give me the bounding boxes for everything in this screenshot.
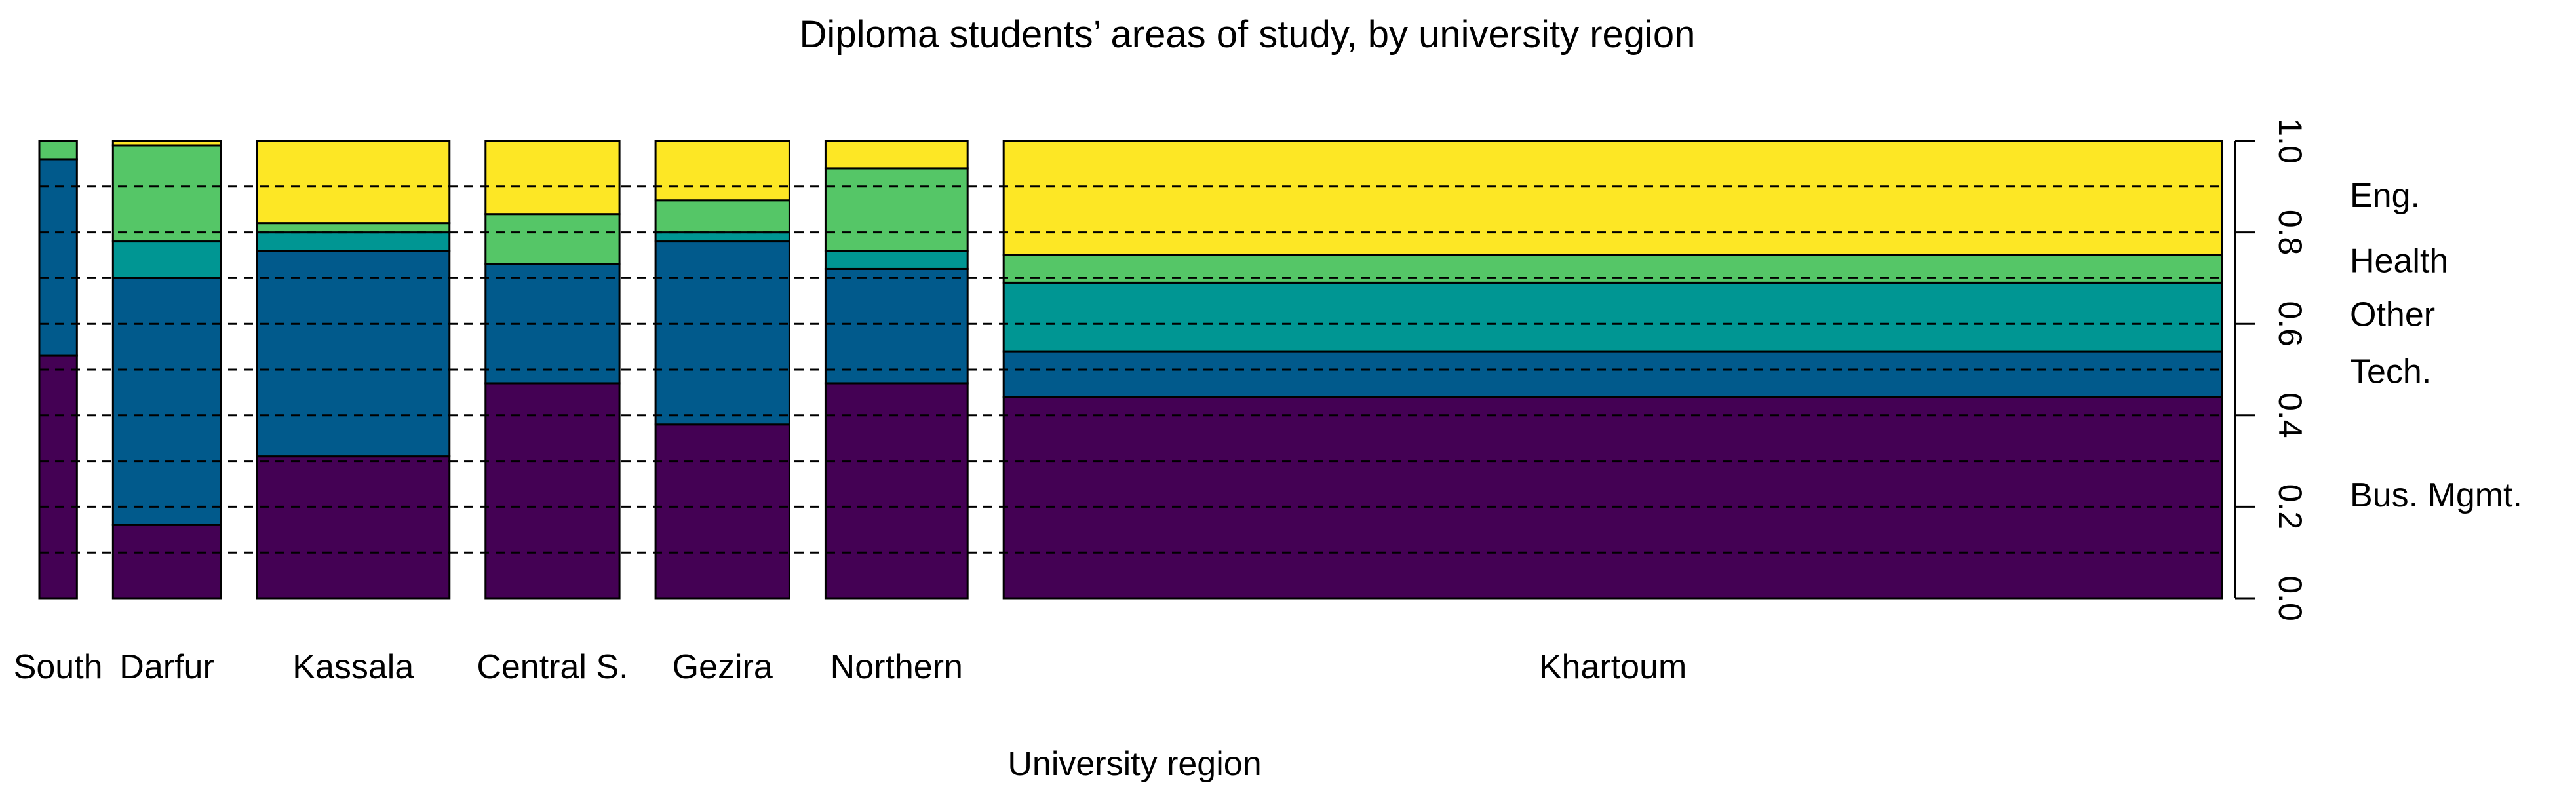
- bar-segment-kassala-eng: [256, 140, 451, 225]
- legend-label-eng: Eng.: [2350, 177, 2420, 215]
- chart-title: Diploma students’ areas of study, by uni…: [800, 13, 1696, 56]
- x-tick-label-gezira: Gezira: [673, 648, 773, 686]
- bar-segment-south-tech: [38, 158, 78, 357]
- x-category-labels: South Darfur Kassala Central S. Gezira Northe…: [14, 648, 1687, 686]
- bar-segment-khartoum-other: [1002, 281, 2223, 353]
- y-tick-label: 0.2: [2272, 484, 2309, 530]
- x-tick-label-kassala: Kassala: [292, 648, 414, 686]
- legend: Bus. Mgmt. Tech. Other Health Eng.: [2350, 177, 2522, 514]
- bar-segment-khartoum-bus-mgmt: [1002, 396, 2223, 600]
- gridlines: [39, 185, 2222, 554]
- bar-segment-northern-tech: [824, 267, 969, 385]
- bar-segment-south-health: [38, 140, 78, 161]
- bar-segment-central-s-health: [484, 213, 621, 265]
- bar-segment-northern-eng: [824, 140, 969, 170]
- bar-segment-central-s-tech: [484, 263, 621, 385]
- y-tick-label: 0.4: [2272, 392, 2309, 438]
- bar-segment-darfur-eng: [111, 140, 222, 147]
- x-tick-label-south: South: [14, 648, 103, 686]
- bar-segments: [38, 140, 2223, 600]
- x-tick-label-khartoum: Khartoum: [1539, 648, 1687, 686]
- bar-segment-central-s-bus-mgmt: [484, 382, 621, 600]
- bar-segment-northern-health: [824, 167, 969, 252]
- bar-segment-central-s-eng: [484, 140, 621, 216]
- bar-segment-kassala-tech: [256, 250, 451, 458]
- bar-segment-northern-other: [824, 250, 969, 270]
- y-tick-label: 1.0: [2272, 118, 2309, 164]
- legend-label-health: Health: [2350, 242, 2448, 280]
- bar-segment-gezira-tech: [654, 240, 790, 426]
- x-tick-label-central-s: Central S.: [477, 648, 628, 686]
- legend-label-tech: Tech.: [2350, 353, 2431, 391]
- legend-label-bus-mgmt: Bus. Mgmt.: [2350, 476, 2522, 514]
- bar-segment-darfur-other: [111, 240, 222, 279]
- bar-segment-northern-bus-mgmt: [824, 382, 969, 600]
- bar-segment-gezira-eng: [654, 140, 790, 202]
- bar-segment-kassala-bus-mgmt: [256, 455, 451, 600]
- y-tick-label: 0.6: [2272, 301, 2309, 347]
- bar-segment-gezira-bus-mgmt: [654, 423, 790, 600]
- bar-segment-darfur-health: [111, 144, 222, 243]
- x-tick-label-northern: Northern: [830, 648, 963, 686]
- bar-segment-gezira-other: [654, 231, 790, 243]
- y-tick-label: 0.8: [2272, 210, 2309, 256]
- bar-segment-khartoum-tech: [1002, 350, 2223, 398]
- bar-segment-darfur-tech: [111, 277, 222, 526]
- y-axis: 0.0 0.2 0.4 0.6 0.8 1.0: [2234, 118, 2309, 621]
- x-axis-label: University region: [1007, 745, 1261, 783]
- bar-segment-gezira-health: [654, 199, 790, 234]
- bar-segment-khartoum-eng: [1002, 140, 2223, 256]
- x-tick-label-darfur: Darfur: [119, 648, 214, 686]
- bar-segment-south-bus-mgmt: [38, 354, 78, 600]
- bar-segment-kassala-other: [256, 231, 451, 252]
- bar-segment-kassala-health: [256, 222, 451, 234]
- y-tick-label: 0.0: [2272, 575, 2309, 621]
- bar-segment-darfur-bus-mgmt: [111, 524, 222, 600]
- legend-label-other: Other: [2350, 296, 2435, 334]
